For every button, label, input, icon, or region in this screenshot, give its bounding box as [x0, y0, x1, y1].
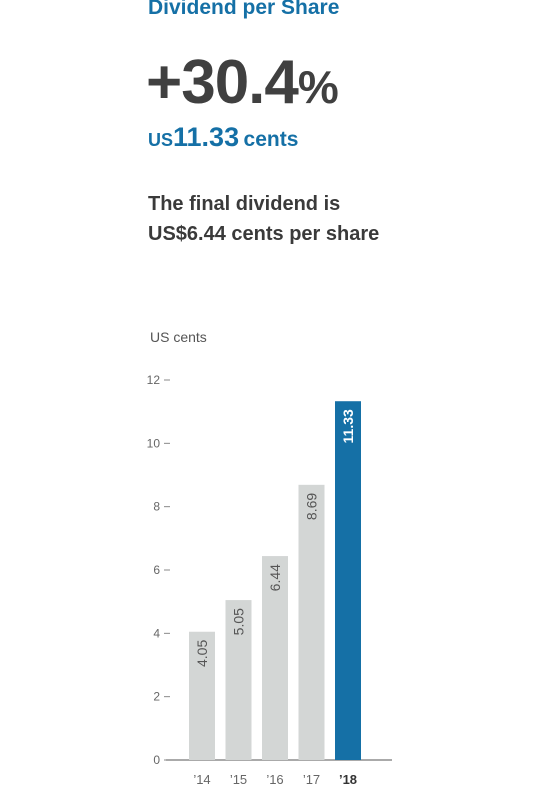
final-dividend-line-2: US$6.44 cents per share — [148, 223, 380, 245]
dividend-bar-chart: US cents 0 2 4 6 8 10 12 4.05 ’14 5.05 ’15 6.44 ’16 8.… — [147, 329, 392, 787]
y-axis-unit-label: US cents — [150, 329, 207, 345]
y-tick-label: 12 — [147, 373, 161, 387]
growth-percentage: +30.4% — [146, 52, 339, 114]
bar-value-label-0: 4.05 — [194, 640, 210, 667]
dividend-currency: US — [148, 130, 174, 150]
x-category-label-0: ’14 — [193, 772, 210, 787]
x-category-label-4: ’18 — [339, 772, 357, 787]
bar-4 — [335, 401, 361, 760]
bar-2 — [262, 556, 288, 760]
y-tick-label: 6 — [153, 563, 160, 577]
bar-value-label-4: 11.33 — [340, 409, 356, 443]
y-tick-label: 2 — [153, 690, 160, 704]
final-dividend-note: The final dividend is US$6.44 cents per … — [148, 189, 379, 249]
x-category-label-2: ’16 — [266, 772, 283, 787]
bar-value-label-3: 8.69 — [304, 493, 320, 520]
bar-value-label-2: 6.44 — [267, 564, 283, 591]
bar-0 — [189, 631, 215, 760]
dividend-amount: US11.33 cents — [148, 124, 298, 151]
bar-value-label-1: 5.05 — [231, 608, 247, 635]
x-category-label-3: ’17 — [303, 772, 320, 787]
dividend-unit: cents — [243, 128, 299, 151]
y-tick-label: 4 — [153, 626, 160, 640]
bar-1 — [225, 600, 252, 760]
final-dividend-line-1: The final dividend is — [148, 193, 341, 215]
bar-3 — [298, 484, 325, 760]
chart-title: Dividend per Share — [148, 0, 340, 19]
y-tick-label: 10 — [147, 436, 161, 450]
y-tick-label: 0 — [153, 753, 160, 767]
y-tick-label: 8 — [153, 500, 160, 514]
growth-value: +30.4 — [146, 48, 299, 117]
growth-unit: % — [297, 61, 339, 113]
x-category-label-1: ’15 — [230, 772, 247, 787]
dividend-value: 11.33 — [173, 122, 240, 152]
